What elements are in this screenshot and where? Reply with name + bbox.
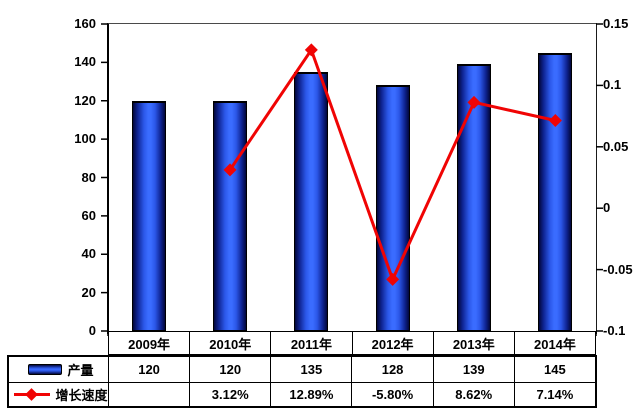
bar-2012年 <box>375 85 410 331</box>
left-axis-tick-label: 120 <box>74 92 96 108</box>
legend-item-production: 产量 <box>9 357 108 382</box>
production-value-cell-2012年: 128 <box>351 357 432 382</box>
year-cell: 2009年 <box>128 336 171 352</box>
left-axis-tick-label: 140 <box>74 54 96 70</box>
bar-2013年 <box>457 64 491 331</box>
left-axis-tick-label: 100 <box>74 131 96 147</box>
growth-value-cell-2011年: 12.89% <box>270 381 352 406</box>
bar-2010年 <box>213 100 247 331</box>
year-cell: 2010年 <box>189 332 270 354</box>
production-value-cell-2010年: 120 <box>189 357 270 382</box>
growth-value-cell-2009年 <box>108 381 190 406</box>
right-axis-tick-label: 0.15 <box>603 16 629 31</box>
right-axis-tick-label: 0 <box>603 200 611 216</box>
table-body: 产量 增长速度 120 120 135 128 139 145 3.12% 12.89% -5.… <box>7 355 597 408</box>
production-value-cell-2011年: 135 <box>270 357 351 382</box>
left-axis-tick-label: 80 <box>81 169 96 185</box>
bar-2011年 <box>294 71 329 331</box>
bar-2009年 <box>131 100 166 331</box>
data-table: 2009年 2010年 2011年 2012年 2013年 2014年 产量 增长速度 1… <box>7 331 597 408</box>
bar-2014年 <box>538 52 573 331</box>
left-axis-tick-label: 20 <box>81 284 96 300</box>
year-cell: 2012年 <box>351 332 433 354</box>
growth-value-cell-2013年: 8.62% <box>432 381 514 406</box>
growth-value-cell-2014年: 7.14% <box>513 381 595 406</box>
bar-legend-swatch-icon <box>28 363 63 375</box>
plot-area <box>107 23 597 334</box>
year-cell: 2011年 <box>270 332 351 354</box>
year-cell: 2014年 <box>513 332 595 354</box>
year-row: 2009年 2010年 2011年 2012年 2013年 2014年 <box>108 331 596 355</box>
growth-value-cell-2012年: -5.80% <box>351 381 433 406</box>
right-axis-tick-label: -0.05 <box>603 261 633 277</box>
left-axis-tick-label: 60 <box>81 207 96 223</box>
growth-value-cell-2010年: 3.12% <box>189 381 271 406</box>
legend-item-growth: 增长速度 <box>9 381 108 407</box>
right-axis-tick-label: 0.1 <box>603 77 622 93</box>
production-value-cell-2009年: 120 <box>108 357 189 382</box>
line-series-label: 增长速度 <box>55 387 108 403</box>
right-axis-tick-label: -0.1 <box>603 323 626 338</box>
left-axis-tick-label: 0 <box>88 323 96 338</box>
year-cell: 2013年 <box>432 332 514 354</box>
bar-series-label: 产量 <box>67 362 94 378</box>
right-axis-tick-label: 0.05 <box>603 138 629 154</box>
production-value-cell-2014年: 145 <box>513 357 595 382</box>
line-legend-swatch-icon <box>14 387 51 401</box>
production-value-cell-2013年: 139 <box>432 357 514 382</box>
left-axis-tick-label: 40 <box>81 246 96 262</box>
legend-diamond-marker-icon <box>25 387 39 401</box>
left-axis-tick-label: 160 <box>74 16 96 31</box>
